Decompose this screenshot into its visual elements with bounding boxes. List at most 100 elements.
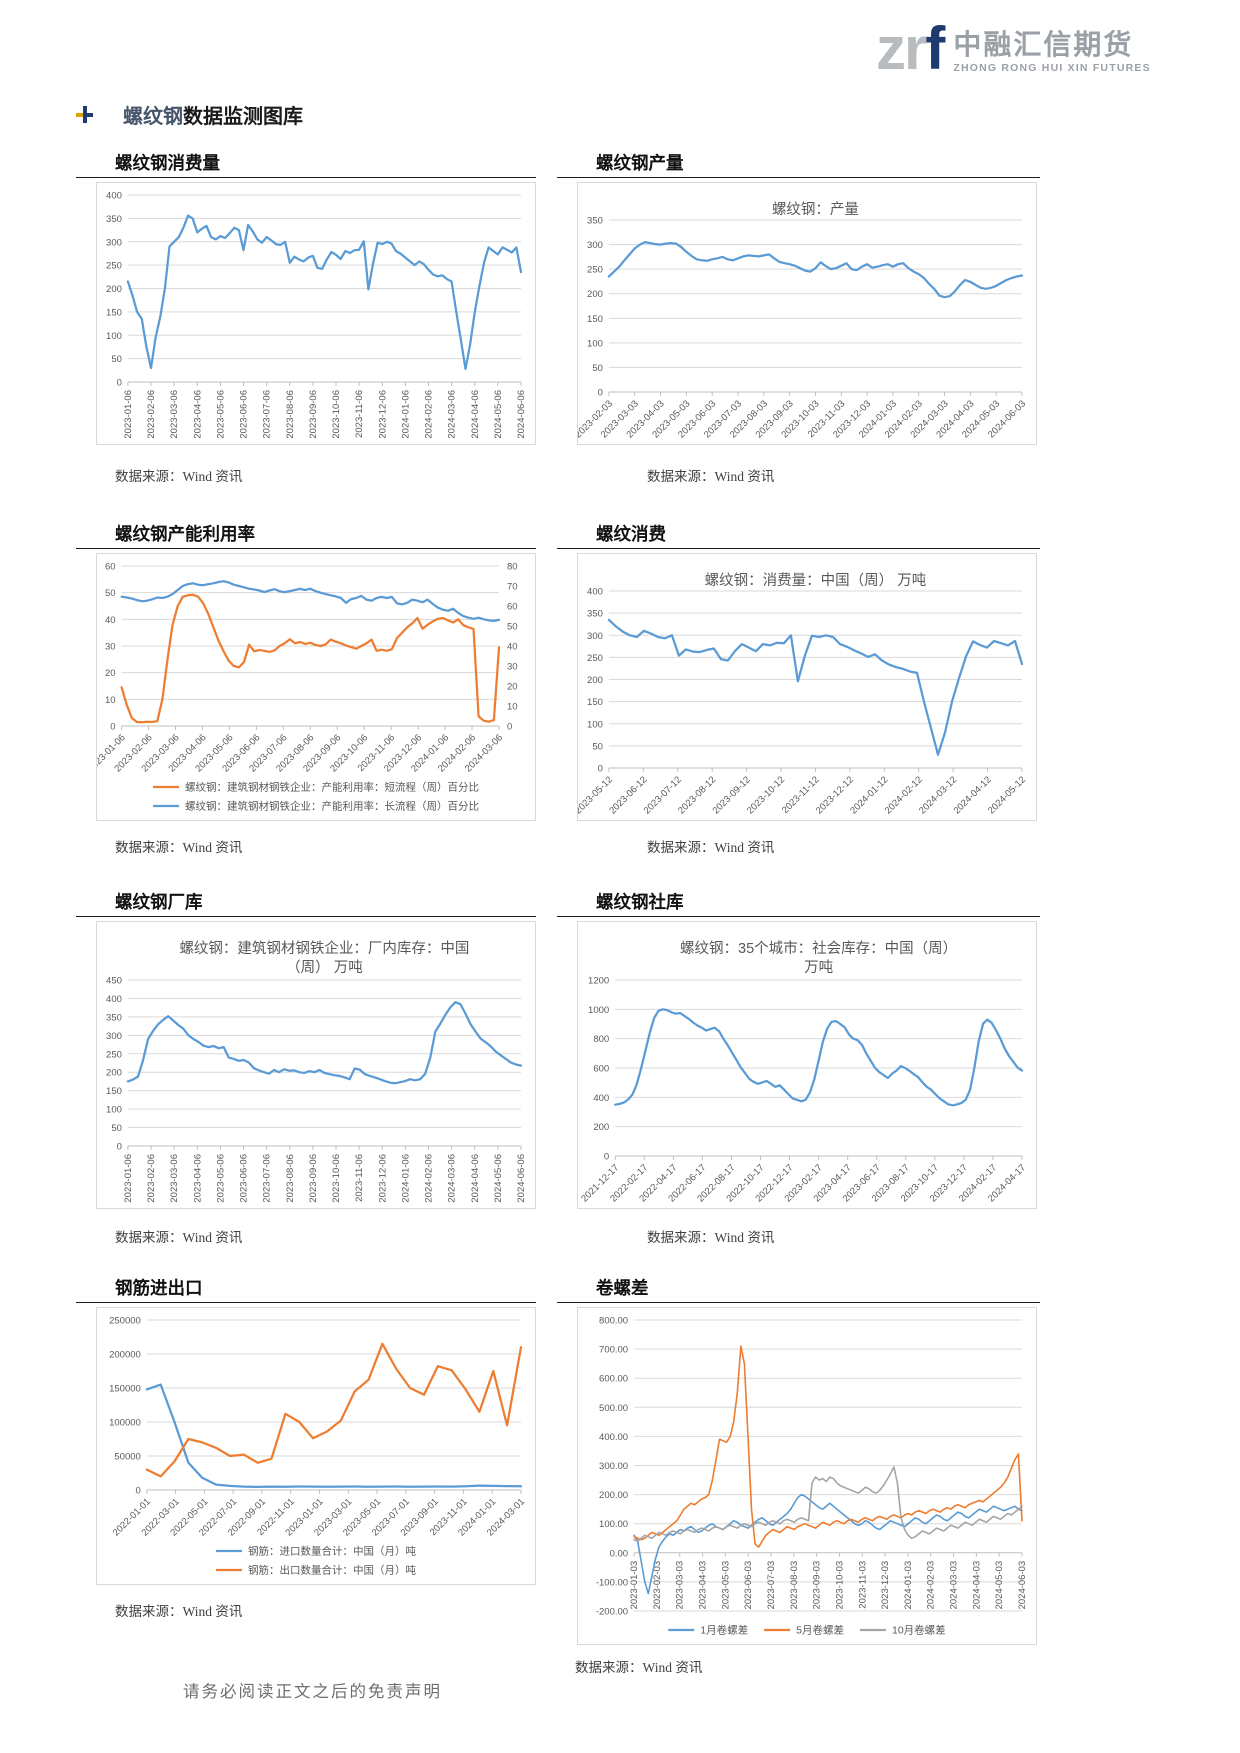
x-axis-labels: 2023-01-03 2023-02-03 2023-03-03 2023-04-03…	[629, 1552, 1028, 1610]
y-axis-tick-label: 700.00	[599, 1345, 628, 1356]
y-axis-tick-label: 0	[117, 378, 122, 389]
x-axis-tick-label: 2024-05-12	[986, 774, 1028, 816]
chart-canvas: 0 50 100 150 200 250 300 350 400 2023-05-12 2023-0…	[573, 554, 1036, 820]
y-axis-tick-label: 1200	[588, 976, 609, 987]
line-chart-svg: 0 10 20 30 40 50 60 0 10 20 30 40 50 60 70 80 2023-01-06…	[86, 562, 518, 813]
x-axis-labels: 2022-01-012022-03-012022-05-012022-07-01…	[111, 1490, 527, 1538]
y-axis-tick-label: 50	[105, 588, 116, 599]
y-axis-tick-label: 300.00	[599, 1461, 628, 1472]
chart-block-capacity-utilization: 螺纹钢产能利用率 0 10 20 30 40 50 60 0 10 20 30 40 50 60 70 80 2…	[76, 521, 536, 856]
data-source: 数据来源：Wind 资讯	[115, 469, 243, 484]
chart-block-social-inventory: 螺纹钢社库 0 200 400 600 800 1000 1200 2021-12-17 202…	[557, 889, 1040, 1246]
x-axis-tick-label: 2023-07-03	[766, 1561, 777, 1610]
line-chart-svg: -200.00 -100.00 0.00 100.00 200.00 300.00 400.…	[596, 1316, 1028, 1637]
x-axis-tick-label: 2023-01-06	[123, 390, 134, 439]
y-axis-tick-label: 1000	[588, 1005, 609, 1016]
chart-grid: -200.00 -100.00 0.00 100.00 200.00 300.00 400.…	[596, 1316, 1022, 1618]
x-axis-tick-label: 2024-01-06	[400, 1154, 411, 1203]
x-axis-tick-label: 2023-05-06	[215, 1154, 226, 1203]
x-axis-labels: 2023-02-032023-03-032023-04-032023-05-03…	[573, 392, 1028, 440]
x-axis-tick-label: 2023-09-06	[308, 390, 319, 439]
x-axis-tick-label: 2023-06-06	[239, 390, 250, 439]
data-source: 数据来源：Wind 资讯	[647, 469, 775, 484]
chart-title: 螺纹钢社库	[557, 889, 1040, 917]
y-axis-tick-label: 450	[106, 976, 122, 987]
x-axis-tick-label: 2023-02-06	[146, 390, 157, 439]
y-axis-tick-label: 100	[587, 719, 603, 730]
legend-label: 1月卷螺差	[700, 1624, 748, 1637]
x-axis-tick-label: 2023-11-06	[354, 1154, 365, 1202]
x-axis-tick-label: 2024-04-06	[470, 390, 481, 439]
y-axis-tick-label: 600.00	[599, 1374, 628, 1385]
chart-block-coil-rebar-spread: 卷螺差 -200.00 -100.00 0.00 100.00 200.00 300.00…	[557, 1275, 1040, 1676]
y-axis-tick-label: 150	[106, 1086, 122, 1097]
y-axis-tick-label: 100	[106, 331, 122, 342]
chart-canvas: 0 50 100 150 200 250 300 350 400 450 2023-01-06 202…	[97, 922, 535, 1208]
x-axis-tick-label: 2024-05-06	[493, 390, 504, 439]
logo-zrf-text: zrf	[876, 18, 945, 80]
section-bullet-icon	[76, 106, 93, 123]
x-axis-tick-label: 2023-04-06	[192, 1154, 203, 1203]
y2-axis-tick-label: 80	[507, 562, 518, 573]
y-axis-tick-label: 300	[587, 240, 603, 251]
y-axis-tick-label: 50	[592, 741, 603, 752]
x-axis-tick-label: 2023-02-03	[652, 1561, 663, 1610]
x-axis-labels: 2023-01-062023-02-062023-03-062023-04-06…	[86, 726, 505, 774]
logo-text-block: 中融汇信期货 ZHONG RONG HUI XIN FUTURES	[953, 29, 1150, 75]
chart-grid: 0 50 100 150 200 250 300 350 400	[587, 587, 1022, 775]
line-chart-svg: 0 50 100 150 200 250 300 350 400 2023-05-122023-0…	[573, 572, 1028, 816]
line-chart-svg: 0 200 400 600 800 1000 1200 2021-12-172022-02-1…	[579, 940, 1028, 1204]
y-axis-tick-label: 200	[587, 289, 603, 300]
section-title: 螺纹钢数据监测图库	[123, 100, 303, 129]
chart-canvas: 0 50000 100000 150000 200000 250000 2022-01-01…	[97, 1308, 535, 1584]
chart-grid: 0 50000 100000 150000 200000 250000	[109, 1316, 521, 1497]
y-axis-tick-label: 200	[106, 1068, 122, 1079]
y-axis-tick-label: 10	[105, 695, 116, 706]
y-axis-tick-label: 250	[106, 261, 122, 272]
y-axis-tick-label: 300	[587, 631, 603, 642]
y-axis-tick-label: 300	[106, 1031, 122, 1042]
y-axis-tick-label: 400	[593, 1093, 609, 1104]
x-axis-tick-label: 2023-05-03	[720, 1561, 731, 1610]
line-chart-svg: 0 50 100 150 200 250 300 350 2023-02-032023-03-0…	[573, 201, 1028, 440]
data-source: 数据来源：Wind 资讯	[647, 840, 775, 855]
chart-title: 螺纹消费	[557, 521, 1040, 549]
y-axis-tick-label: 250	[106, 1049, 122, 1060]
chart-inner-title: 螺纹钢：产量	[772, 201, 859, 218]
y-axis-tick-label: 100	[106, 1105, 122, 1116]
x-axis-tick-label: 2024-05-06	[493, 1154, 504, 1203]
x-axis-tick-label: 2023-06-06	[239, 1154, 250, 1203]
y-axis-tick-label: 400	[587, 587, 603, 598]
y-axis-tick-label: 100.00	[599, 1519, 628, 1530]
y2-axis-tick-label: 60	[507, 602, 518, 613]
series-line	[607, 240, 1024, 299]
x-axis-tick-label: 2023-01-03	[629, 1561, 640, 1610]
legend-label: 10月卷螺差	[892, 1624, 946, 1637]
y-axis-tick-label: 150	[106, 307, 122, 318]
y-axis-tick-label: 0	[604, 1152, 609, 1163]
chart-block-rebar-output: 螺纹钢产量 0 50 100 150 200 250 300 350 2023-02-03 202…	[557, 150, 1040, 485]
x-axis-tick-label: 2024-04-06	[470, 1154, 481, 1203]
y-axis-tick-label: 200	[593, 1122, 609, 1133]
chart-canvas: 0 10 20 30 40 50 60 0 10 20 30 40 50 60 70 80 2023-01-06…	[86, 554, 535, 820]
x-axis-tick-label: 2023-03-06	[169, 1154, 180, 1203]
y2-axis-tick-label: 10	[507, 702, 518, 713]
series-line	[120, 593, 501, 724]
y-axis-tick-label: 150000	[109, 1384, 141, 1395]
series-line	[120, 580, 501, 623]
x-axis-tick-label: 2023-04-06	[192, 390, 203, 439]
y2-axis-tick-label: 20	[507, 682, 518, 693]
chart-inner-title: 螺纹钢：建筑钢材钢铁企业：厂内库存：中国	[179, 939, 469, 957]
series-line	[126, 214, 523, 371]
y-axis-tick-label: 20	[105, 668, 116, 679]
chart-frame: 0 50 100 150 200 250 300 350 400 2023-01-06 2023-0…	[96, 182, 536, 445]
logo-company-name: 中融汇信期货	[953, 29, 1134, 60]
y-axis-tick-label: 800	[593, 1034, 609, 1045]
chart-title: 螺纹钢消费量	[76, 150, 536, 178]
y-axis-tick-label: 50	[111, 354, 122, 365]
page-footer-disclaimer: 请务必阅读正文之后的免责声明	[183, 1682, 442, 1701]
